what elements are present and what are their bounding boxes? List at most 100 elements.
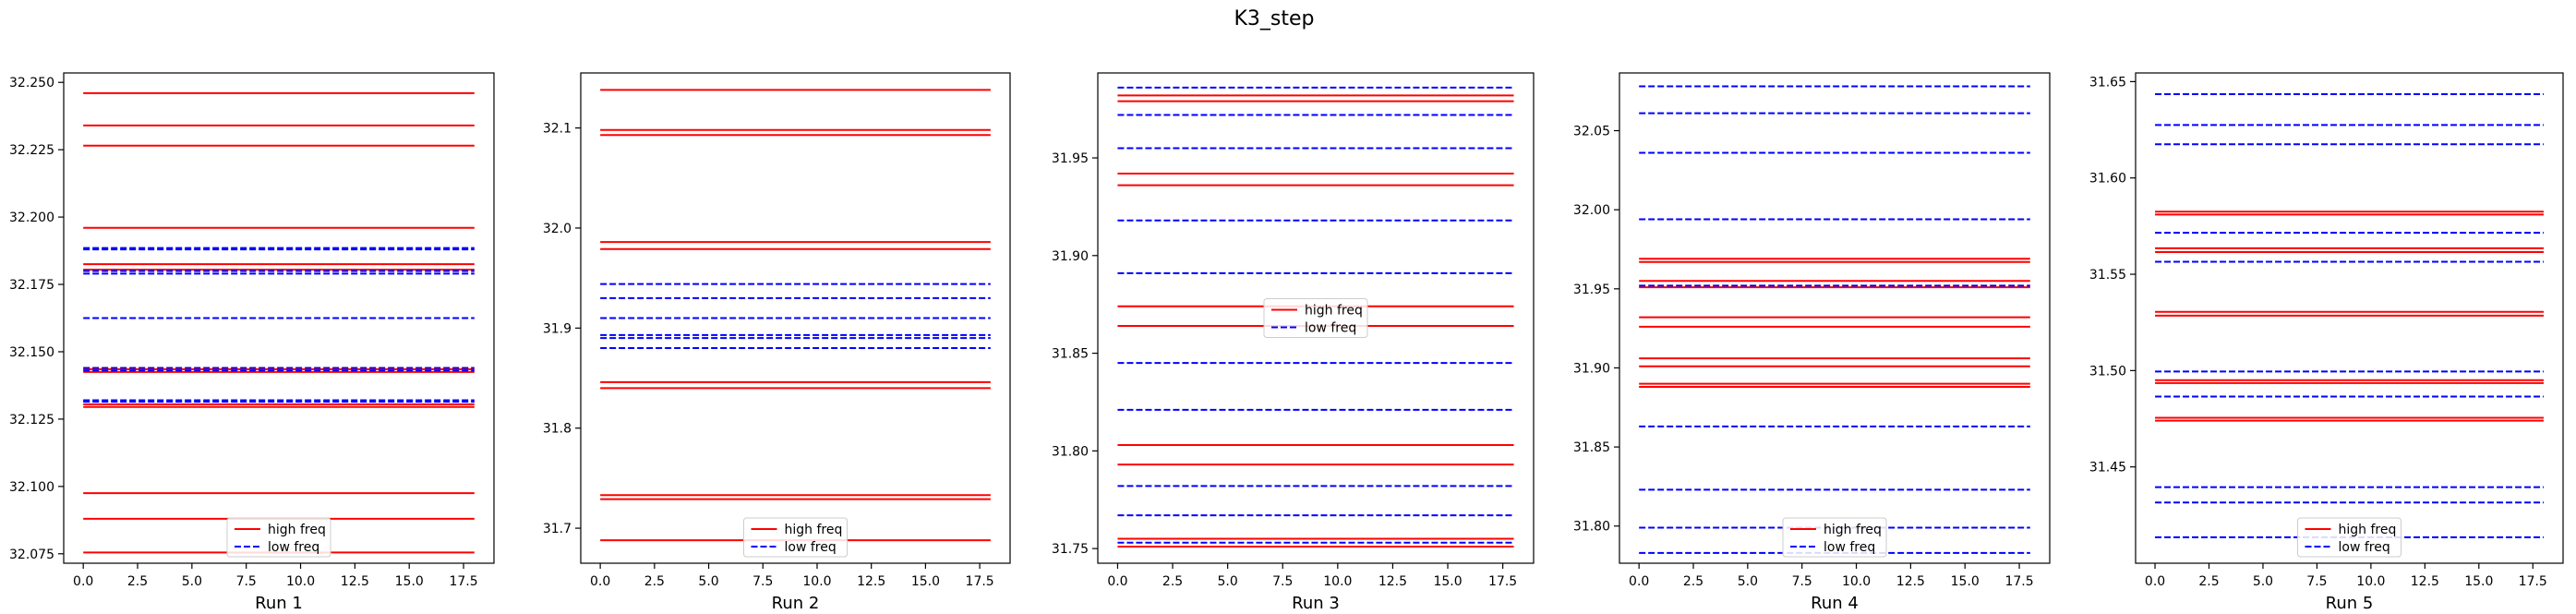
y-tick-label: 32.150 <box>9 345 54 360</box>
subplot-run-5: 0.0 2.5 5.0 7.5 10.0 12.5 15.0 17.5 31.45 31.50 31… <box>2089 72 2564 613</box>
x-tick-label: 7.5 <box>2306 574 2327 589</box>
legend-high-label: high freq <box>1824 523 1882 537</box>
subplot-run-1: 0.0 2.5 5.0 7.5 10.0 12.5 15.0 17.5 32.075 32.100… <box>9 72 495 613</box>
x-tick-label: 0.0 <box>73 574 93 589</box>
x-tick-label: 7.5 <box>752 574 773 589</box>
x-tick-label: 12.5 <box>1896 574 1925 589</box>
x-tick-label: 15.0 <box>395 574 424 589</box>
subplot-run-4: 0.0 2.5 5.0 7.5 10.0 12.5 15.0 17.5 31.80 31.85 31… <box>1573 72 2051 613</box>
y-tick-label: 31.60 <box>2089 172 2126 187</box>
x-axis-label: Run 4 <box>1811 594 1859 613</box>
x-tick-label: 10.0 <box>286 574 315 589</box>
x-tick-label: 17.5 <box>2519 574 2547 589</box>
x-tick-label: 5.0 <box>698 574 718 589</box>
y-tick-label: 31.7 <box>543 522 572 536</box>
subplot-run-3: 0.0 2.5 5.0 7.5 10.0 12.5 15.0 17.5 31.75 31.80 31… <box>1052 72 1535 613</box>
y-tick-label: 31.95 <box>1573 283 1610 297</box>
legend: high freq low freq <box>2297 517 2401 558</box>
legend-high-label: high freq <box>1305 304 1363 319</box>
y-tick-label: 32.125 <box>9 413 54 427</box>
x-tick-label: 12.5 <box>1378 574 1407 589</box>
axes-frame <box>63 72 495 564</box>
legend: high freq low freq <box>1782 517 1887 558</box>
y-tick-label: 31.50 <box>2089 364 2126 379</box>
x-tick-label: 15.0 <box>911 574 940 589</box>
y-tick-label: 32.225 <box>9 143 54 158</box>
x-tick-label: 12.5 <box>341 574 369 589</box>
x-tick-label: 2.5 <box>1683 574 1703 589</box>
x-tick-label: 17.5 <box>1488 574 1517 589</box>
legend-low-label: low freq <box>1305 321 1356 336</box>
y-tick-label: 31.75 <box>1052 542 1089 557</box>
legend-low-label: low freq <box>2339 540 2390 555</box>
x-tick-label: 7.5 <box>1792 574 1812 589</box>
axes-frame <box>1619 72 2051 564</box>
legend-high-label: high freq <box>785 523 843 537</box>
y-tick-label: 32.100 <box>9 480 54 495</box>
axes-frame <box>580 72 1011 564</box>
subplot-run-2: 0.0 2.5 5.0 7.5 10.0 12.5 15.0 17.5 31.7 31.8 31.9… <box>543 72 1011 613</box>
x-axis-label: Run 5 <box>2326 594 2374 613</box>
x-tick-label: 10.0 <box>1842 574 1871 589</box>
y-tick-label: 32.00 <box>1573 203 1610 218</box>
y-tick-label: 32.175 <box>9 278 54 293</box>
x-tick-label: 15.0 <box>1951 574 1980 589</box>
x-tick-label: 5.0 <box>2253 574 2273 589</box>
x-axis-label: Run 3 <box>1292 594 1340 613</box>
x-tick-label: 0.0 <box>1629 574 1649 589</box>
axes-frame <box>2135 72 2564 564</box>
legend-low-label: low freq <box>785 540 837 555</box>
x-tick-label: 5.0 <box>1218 574 1238 589</box>
x-tick-label: 12.5 <box>857 574 885 589</box>
y-tick-label: 31.90 <box>1052 249 1089 264</box>
y-tick-label: 31.95 <box>1052 151 1089 166</box>
x-tick-label: 5.0 <box>182 574 202 589</box>
x-tick-label: 2.5 <box>127 574 148 589</box>
x-tick-label: 15.0 <box>2464 574 2493 589</box>
x-tick-label: 10.0 <box>1323 574 1352 589</box>
x-tick-label: 15.0 <box>1433 574 1462 589</box>
x-tick-label: 17.5 <box>966 574 994 589</box>
y-tick-label: 32.05 <box>1573 125 1610 139</box>
figure-title: K3_step <box>1234 7 1314 30</box>
x-tick-label: 0.0 <box>1107 574 1127 589</box>
y-tick-label: 31.55 <box>2089 268 2126 283</box>
x-tick-label: 0.0 <box>2145 574 2165 589</box>
y-tick-label: 31.85 <box>1052 347 1089 362</box>
y-tick-label: 31.65 <box>2089 75 2126 90</box>
x-axis-label: Run 2 <box>772 594 820 613</box>
x-tick-label: 2.5 <box>2198 574 2219 589</box>
x-tick-label: 2.5 <box>1162 574 1183 589</box>
legend: high freq low freq <box>743 517 848 558</box>
y-tick-label: 32.250 <box>9 76 54 90</box>
x-tick-label: 7.5 <box>1272 574 1293 589</box>
legend: high freq low freq <box>1263 298 1368 338</box>
x-tick-label: 5.0 <box>1738 574 1758 589</box>
legend-high-label: high freq <box>268 523 326 537</box>
y-tick-label: 31.85 <box>1573 440 1610 455</box>
x-tick-label: 0.0 <box>590 574 610 589</box>
y-tick-label: 32.0 <box>543 222 572 236</box>
y-tick-label: 31.90 <box>1573 361 1610 376</box>
y-tick-label: 31.8 <box>543 422 572 437</box>
x-tick-label: 7.5 <box>236 574 257 589</box>
x-tick-label: 17.5 <box>2004 574 2033 589</box>
x-tick-label: 17.5 <box>449 574 477 589</box>
axes-frame <box>1097 72 1535 564</box>
legend-low-label: low freq <box>268 540 319 555</box>
y-tick-label: 31.45 <box>2089 461 2126 476</box>
subplot-panels: 0.0 2.5 5.0 7.5 10.0 12.5 15.0 17.5 32.075 32.100… <box>9 72 2564 613</box>
legend-high-label: high freq <box>2339 523 2397 537</box>
x-tick-label: 10.0 <box>2356 574 2385 589</box>
y-tick-label: 31.80 <box>1052 444 1089 459</box>
y-tick-label: 32.1 <box>543 122 572 137</box>
legend-low-label: low freq <box>1824 540 1875 555</box>
y-tick-label: 32.200 <box>9 211 54 225</box>
x-tick-label: 2.5 <box>644 574 665 589</box>
x-tick-label: 10.0 <box>802 574 831 589</box>
legend: high freq low freq <box>226 517 331 558</box>
x-tick-label: 12.5 <box>2411 574 2439 589</box>
y-tick-label: 31.80 <box>1573 520 1610 535</box>
x-axis-label: Run 1 <box>255 594 303 613</box>
